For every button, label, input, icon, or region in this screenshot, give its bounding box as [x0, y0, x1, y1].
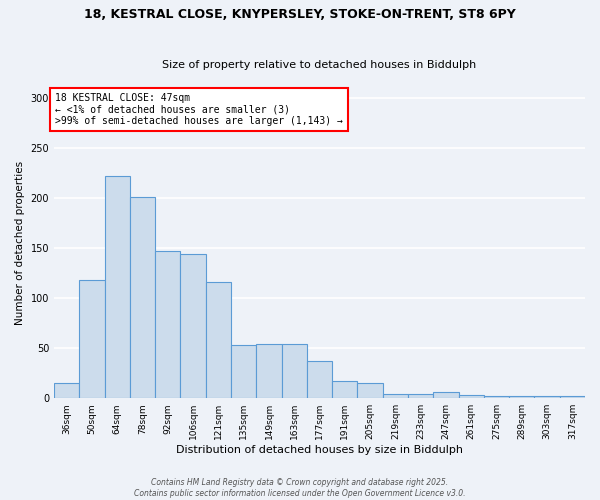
X-axis label: Distribution of detached houses by size in Biddulph: Distribution of detached houses by size … — [176, 445, 463, 455]
Bar — [484, 396, 509, 398]
Text: Contains HM Land Registry data © Crown copyright and database right 2025.
Contai: Contains HM Land Registry data © Crown c… — [134, 478, 466, 498]
Bar — [458, 395, 484, 398]
Text: 18 KESTRAL CLOSE: 47sqm
← <1% of detached houses are smaller (3)
>99% of semi-de: 18 KESTRAL CLOSE: 47sqm ← <1% of detache… — [55, 93, 343, 126]
Bar — [130, 197, 155, 398]
Bar — [560, 396, 585, 398]
Y-axis label: Number of detached properties: Number of detached properties — [15, 161, 25, 325]
Bar — [256, 344, 281, 398]
Bar — [433, 392, 458, 398]
Bar — [281, 344, 307, 398]
Bar — [155, 251, 181, 398]
Bar — [408, 394, 433, 398]
Bar — [535, 396, 560, 398]
Bar — [332, 381, 358, 398]
Title: Size of property relative to detached houses in Biddulph: Size of property relative to detached ho… — [163, 60, 476, 70]
Bar — [54, 383, 79, 398]
Bar — [509, 396, 535, 398]
Bar — [79, 280, 104, 398]
Bar — [206, 282, 231, 398]
Bar — [104, 176, 130, 398]
Bar — [358, 383, 383, 398]
Text: 18, KESTRAL CLOSE, KNYPERSLEY, STOKE-ON-TRENT, ST8 6PY: 18, KESTRAL CLOSE, KNYPERSLEY, STOKE-ON-… — [84, 8, 516, 20]
Bar — [231, 345, 256, 398]
Bar — [383, 394, 408, 398]
Bar — [307, 361, 332, 398]
Bar — [181, 254, 206, 398]
